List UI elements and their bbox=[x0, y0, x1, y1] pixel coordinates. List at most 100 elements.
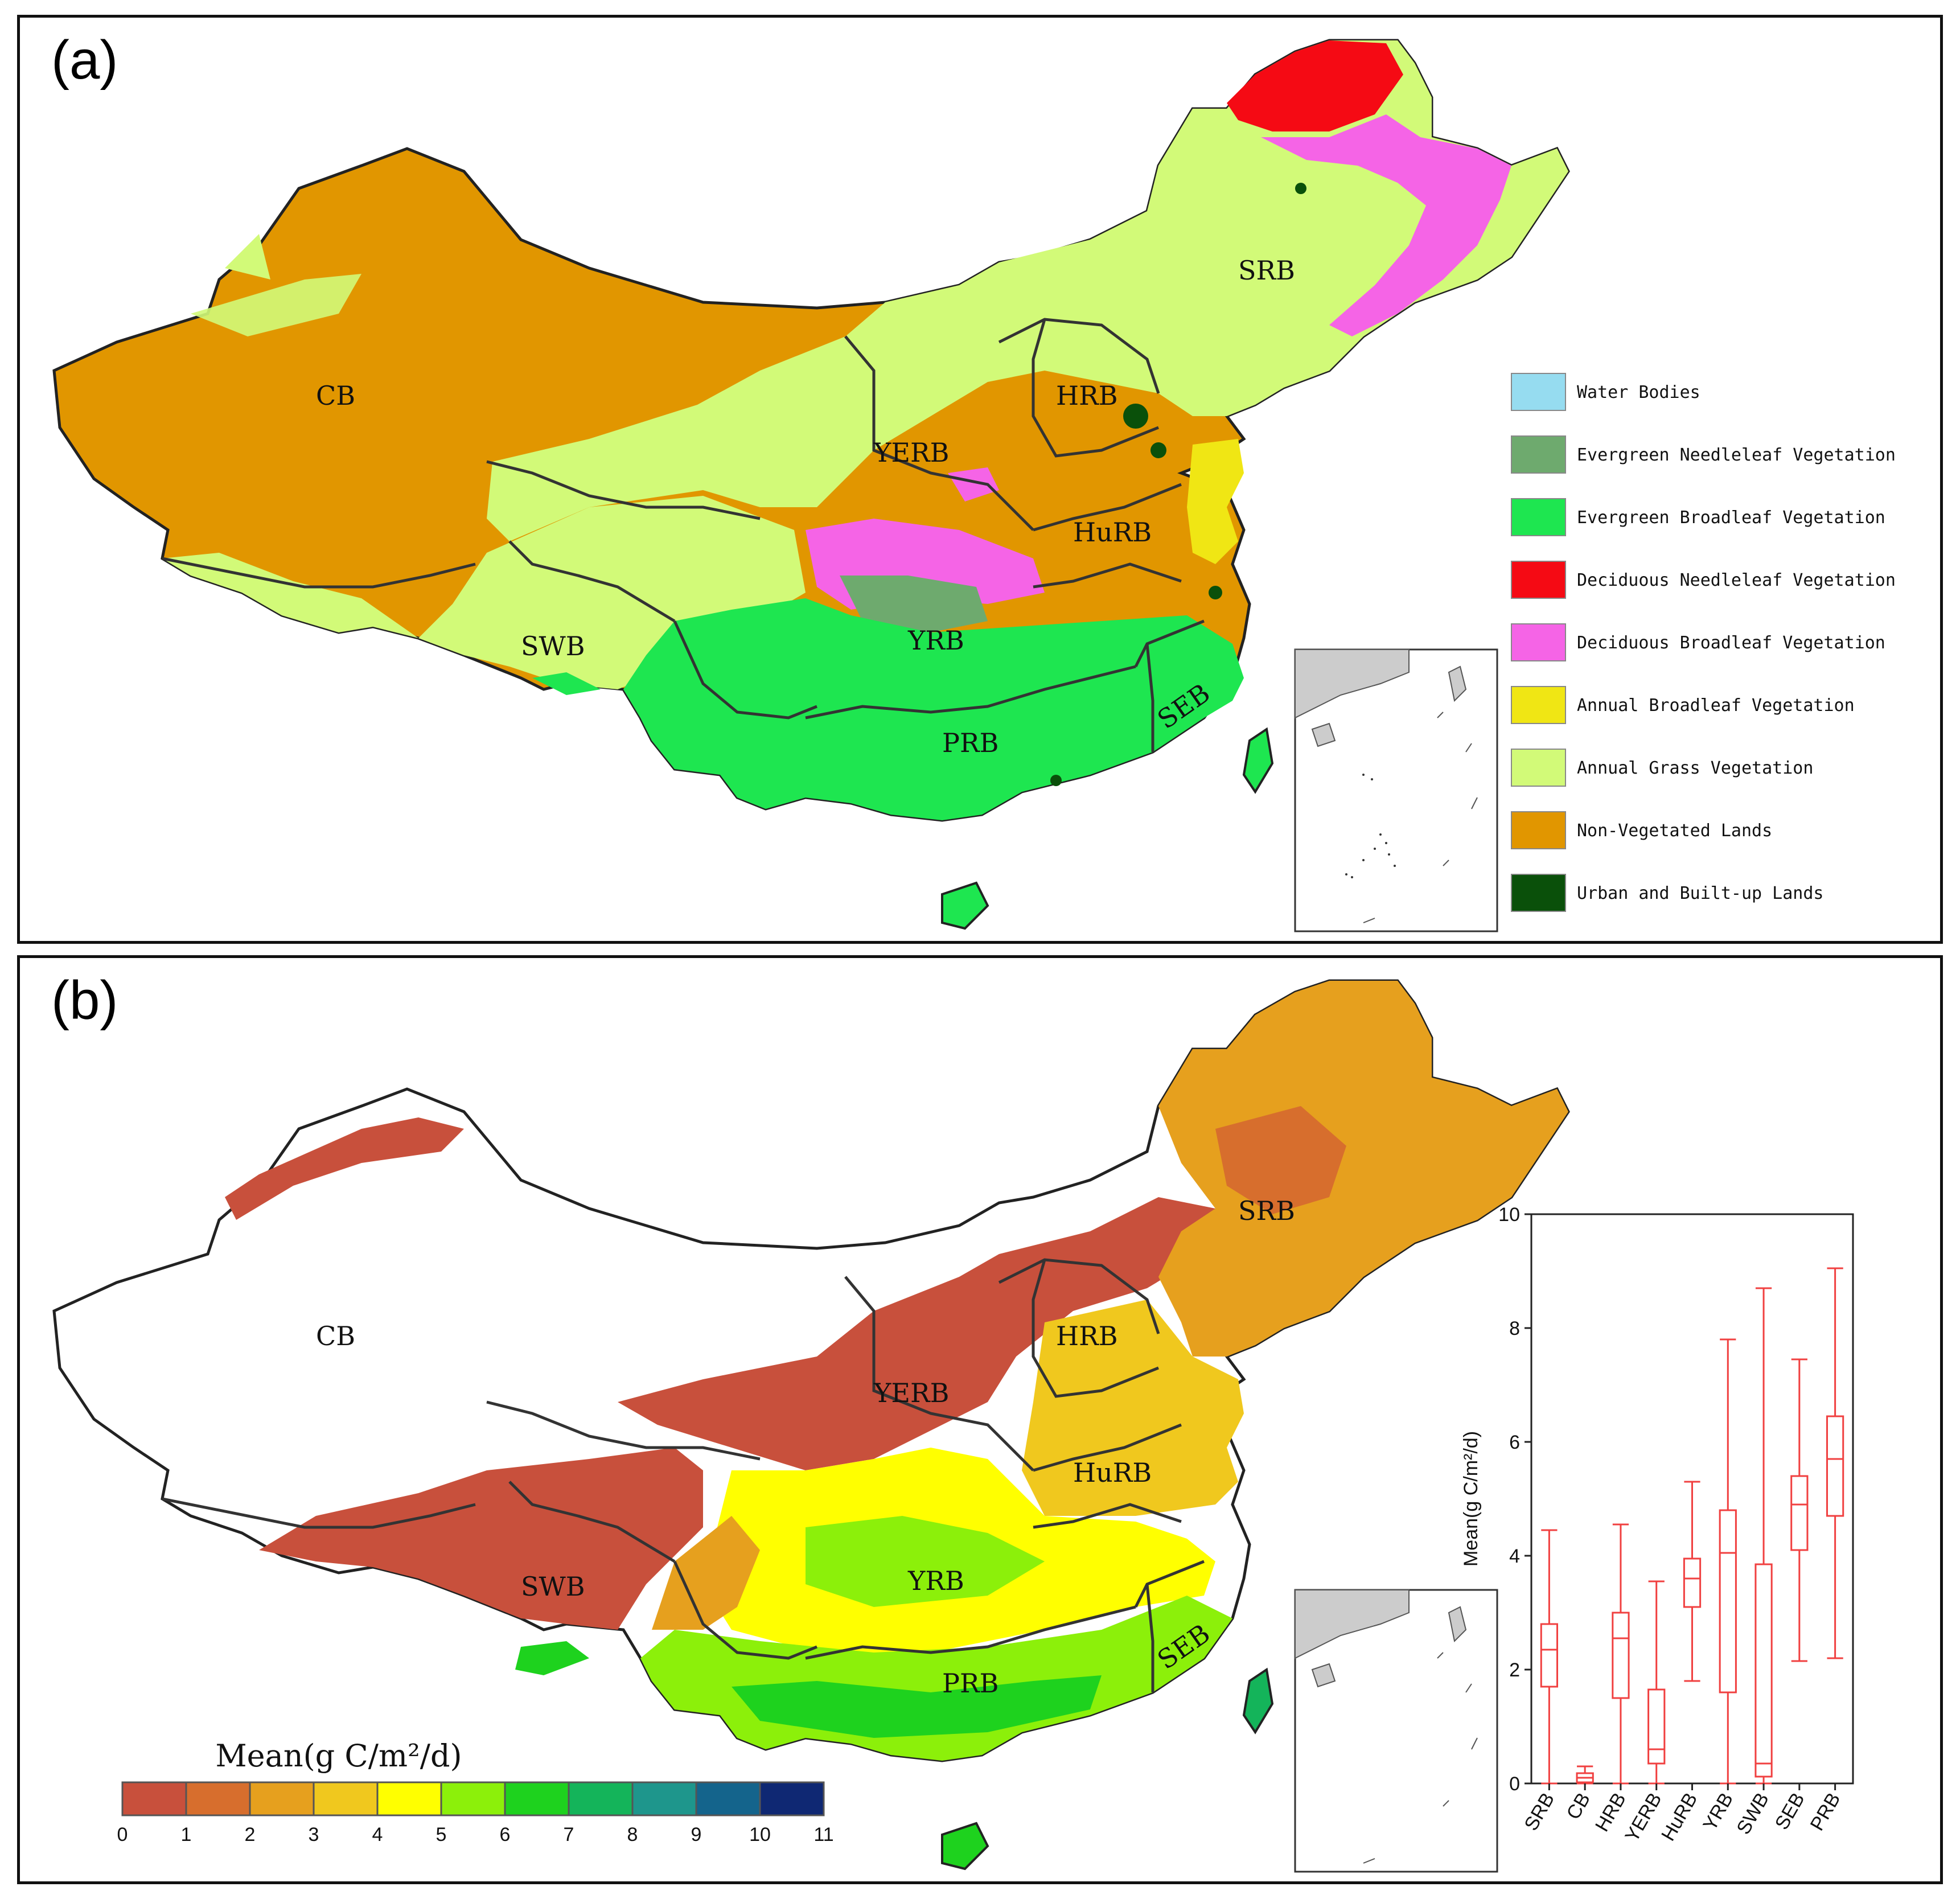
y-tick-label: 10 bbox=[1498, 1204, 1520, 1226]
basin-label-hurb: HuRB bbox=[1073, 517, 1152, 548]
box-seb bbox=[1790, 1358, 1809, 1662]
panel-b: (b) bbox=[17, 955, 1943, 1884]
basin-label-srb: SRB bbox=[1238, 255, 1295, 286]
legend-label: Evergreen Broadleaf Vegetation bbox=[1577, 508, 1885, 528]
colorbar-segment bbox=[695, 1781, 761, 1816]
legend-swatch bbox=[1511, 498, 1566, 536]
colorbar: Mean(g C/m²/d) 0 1 2 3 4 5 6 7 8 9 10 11 bbox=[117, 1738, 834, 1845]
legend-swatch bbox=[1511, 561, 1566, 599]
box-hurb bbox=[1683, 1481, 1702, 1682]
basin-label-yerb: YERB bbox=[873, 437, 949, 468]
legend-label: Deciduous Broadleaf Vegetation bbox=[1577, 633, 1885, 653]
colorbar-segment bbox=[504, 1781, 570, 1816]
colorbar-tick: 0 bbox=[117, 1824, 128, 1845]
iqr-box bbox=[1790, 1475, 1809, 1551]
x-tick-label: SEB bbox=[1771, 1789, 1809, 1834]
basin-label-yrb: YRB bbox=[907, 1565, 964, 1596]
basin-label-hrb: HRB bbox=[1056, 1321, 1118, 1351]
colorbar-tick: 1 bbox=[181, 1824, 192, 1845]
legend-label: Annual Broadleaf Vegetation bbox=[1577, 696, 1855, 716]
legend-label: Annual Grass Vegetation bbox=[1577, 758, 1813, 778]
legend-label: Urban and Built-up Lands bbox=[1577, 883, 1823, 903]
iqr-box bbox=[1647, 1688, 1666, 1765]
colorbar-segment bbox=[759, 1781, 825, 1816]
legend-label: Deciduous Needleleaf Vegetation bbox=[1577, 570, 1896, 590]
colorbar-segment bbox=[249, 1781, 315, 1816]
basin-label-swb: SWB bbox=[521, 631, 585, 661]
colorbar-tick: 4 bbox=[372, 1824, 383, 1845]
colorbar-segment bbox=[568, 1781, 634, 1816]
legend-label: Non-Vegetated Lands bbox=[1577, 821, 1772, 841]
landcover-map bbox=[52, 39, 1570, 930]
y-tick-label: 2 bbox=[1509, 1659, 1520, 1681]
box-prb bbox=[1826, 1267, 1844, 1659]
legend-swatch bbox=[1511, 623, 1566, 661]
box-hrb bbox=[1612, 1523, 1630, 1785]
x-tick-label: PRB bbox=[1806, 1789, 1845, 1835]
south-china-sea-inset bbox=[1294, 1589, 1498, 1873]
gpp-mean-map bbox=[52, 979, 1570, 1871]
colorbar-tick: 9 bbox=[691, 1824, 702, 1845]
colorbar-tick: 7 bbox=[564, 1824, 574, 1845]
colorbar-tick: 3 bbox=[309, 1824, 319, 1845]
legend-label: Water Bodies bbox=[1577, 383, 1700, 402]
basin-label-cb: CB bbox=[316, 1321, 355, 1351]
iqr-box bbox=[1540, 1623, 1559, 1688]
basin-label-yerb: YERB bbox=[873, 1378, 949, 1408]
basin-label-prb: PRB bbox=[942, 727, 999, 758]
iqr-box bbox=[1683, 1557, 1702, 1608]
panel-b-map: CB YERB HRB SRB HuRB YRB SWB SEB PRB bbox=[52, 979, 1854, 1873]
panel-a-map: CB YERB HRB SRB HuRB YRB SWB SEB PRB bbox=[52, 39, 1896, 932]
basin-label-prb: PRB bbox=[942, 1668, 999, 1699]
legend-swatch bbox=[1511, 435, 1566, 474]
panel-b-label: (b) bbox=[51, 970, 118, 1031]
y-tick-label: 8 bbox=[1509, 1318, 1520, 1339]
box-yerb bbox=[1647, 1580, 1666, 1785]
colorbar-tick: 8 bbox=[627, 1824, 638, 1845]
y-axis-label: Mean(g C/m²/d) bbox=[1460, 1431, 1482, 1567]
legend-swatch bbox=[1511, 874, 1566, 912]
iqr-box bbox=[1754, 1563, 1773, 1778]
colorbar-title: Mean(g C/m²/d) bbox=[215, 1738, 462, 1774]
landcover-legend: Water Bodies Evergreen Needleleaf Vegetat… bbox=[1511, 373, 1896, 912]
colorbar-segment bbox=[376, 1781, 442, 1816]
colorbar-segment bbox=[631, 1781, 697, 1816]
x-tick-label: SWB bbox=[1732, 1789, 1773, 1838]
x-tick-label: HuRB bbox=[1657, 1789, 1702, 1845]
basin-label-cb: CB bbox=[316, 380, 355, 411]
iqr-box bbox=[1612, 1612, 1630, 1699]
basin-label-yrb: YRB bbox=[907, 625, 964, 656]
colorbar-segment bbox=[121, 1781, 187, 1816]
legend-swatch bbox=[1511, 373, 1566, 411]
box-yrb bbox=[1719, 1338, 1737, 1785]
colorbar-tick: 11 bbox=[813, 1824, 833, 1845]
y-tick-label: 0 bbox=[1509, 1773, 1520, 1795]
colorbar-tick: 5 bbox=[436, 1824, 447, 1845]
iqr-box bbox=[1719, 1509, 1737, 1694]
legend-swatch bbox=[1511, 686, 1566, 724]
legend-swatch bbox=[1511, 811, 1566, 849]
basin-label-swb: SWB bbox=[521, 1571, 585, 1602]
basin-label-hurb: HuRB bbox=[1073, 1457, 1152, 1488]
colorbar-segment bbox=[440, 1781, 506, 1816]
y-tick-label: 4 bbox=[1509, 1545, 1520, 1567]
south-china-sea-inset bbox=[1294, 648, 1498, 932]
x-tick-label: YRB bbox=[1699, 1789, 1737, 1835]
x-tick-label: YERB bbox=[1621, 1789, 1666, 1845]
colorbar-segment bbox=[313, 1781, 379, 1816]
box-swb bbox=[1754, 1287, 1773, 1785]
panel-a-label: (a) bbox=[51, 30, 118, 91]
y-tick-label: 6 bbox=[1509, 1432, 1520, 1453]
basin-label-srb: SRB bbox=[1238, 1195, 1295, 1226]
colorbar-segment bbox=[185, 1781, 251, 1816]
x-tick-label: CB bbox=[1563, 1789, 1595, 1823]
legend-swatch bbox=[1511, 749, 1566, 787]
colorbar-tick: 10 bbox=[749, 1824, 771, 1845]
legend-label: Evergreen Needleleaf Vegetation bbox=[1577, 445, 1896, 465]
box-srb bbox=[1540, 1529, 1559, 1785]
basin-label-hrb: HRB bbox=[1056, 380, 1118, 411]
colorbar-tick: 6 bbox=[500, 1824, 511, 1845]
colorbar-tick: 2 bbox=[245, 1824, 256, 1845]
panel-a: (a) bbox=[17, 15, 1943, 944]
